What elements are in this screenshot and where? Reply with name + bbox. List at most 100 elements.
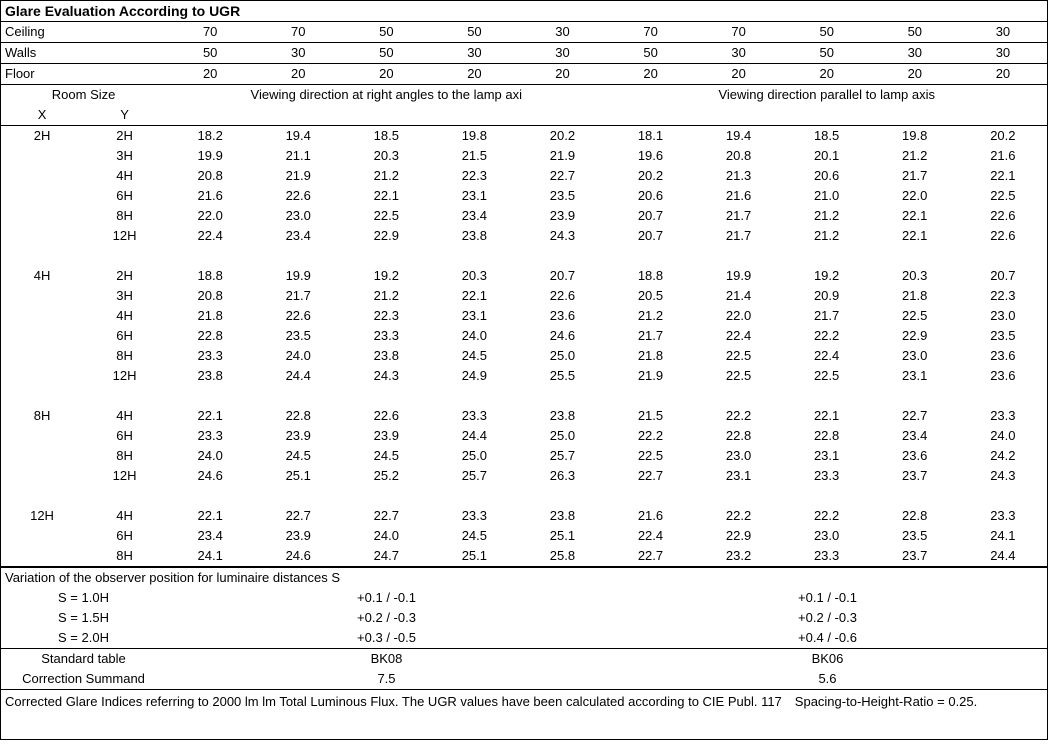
ugr-value: 22.8	[695, 426, 783, 446]
ugr-value: 24.7	[342, 546, 430, 567]
x-label: X	[1, 105, 83, 126]
y-cell: 4H	[83, 506, 166, 526]
floor-val: 20	[695, 64, 783, 85]
ugr-value: 22.0	[871, 186, 959, 206]
ugr-value: 24.0	[342, 526, 430, 546]
floor-label: Floor	[1, 64, 166, 85]
ugr-value: 20.1	[783, 146, 871, 166]
ugr-value: 18.1	[606, 126, 694, 147]
ugr-page: Glare Evaluation According to UGR Ceilin…	[0, 0, 1048, 740]
ugr-value: 19.8	[430, 126, 518, 147]
ugr-value: 23.0	[783, 526, 871, 546]
floor-val: 20	[166, 64, 254, 85]
ugr-value: 19.8	[871, 126, 959, 147]
ugr-value: 21.2	[342, 286, 430, 306]
ugr-value: 25.0	[430, 446, 518, 466]
ugr-value: 19.9	[695, 266, 783, 286]
ugr-value: 18.2	[166, 126, 254, 147]
ugr-value: 24.0	[959, 426, 1047, 446]
ugr-value: 21.3	[695, 166, 783, 186]
ugr-value: 23.1	[430, 186, 518, 206]
ugr-value: 22.2	[695, 506, 783, 526]
ugr-value: 21.7	[783, 306, 871, 326]
x-cell	[1, 186, 83, 206]
ugr-value: 23.8	[342, 346, 430, 366]
ugr-value: 19.6	[606, 146, 694, 166]
ugr-value: 23.8	[518, 506, 606, 526]
ugr-value: 23.1	[695, 466, 783, 486]
ugr-value: 21.2	[606, 306, 694, 326]
ugr-value: 23.5	[518, 186, 606, 206]
correction-label: Correction Summand	[1, 669, 166, 689]
ugr-value: 21.9	[518, 146, 606, 166]
ugr-value: 20.3	[342, 146, 430, 166]
ceiling-val: 70	[166, 22, 254, 43]
ugr-value: 26.3	[518, 466, 606, 486]
x-cell	[1, 526, 83, 546]
ugr-value: 23.4	[430, 206, 518, 226]
ugr-value: 21.9	[606, 366, 694, 386]
y-cell: 2H	[83, 126, 166, 147]
ugr-value: 25.0	[518, 426, 606, 446]
y-cell: 4H	[83, 406, 166, 426]
x-cell	[1, 226, 83, 246]
ugr-value: 24.0	[254, 346, 342, 366]
ugr-value: 23.8	[518, 406, 606, 426]
ugr-value: 20.8	[695, 146, 783, 166]
ugr-value: 22.1	[871, 226, 959, 246]
ugr-value: 21.6	[166, 186, 254, 206]
ugr-value: 23.6	[871, 446, 959, 466]
ugr-value: 21.8	[606, 346, 694, 366]
ugr-value: 25.1	[430, 546, 518, 567]
ceiling-val: 50	[342, 22, 430, 43]
ugr-value: 22.6	[254, 306, 342, 326]
ugr-value: 22.5	[606, 446, 694, 466]
ugr-value: 22.0	[695, 306, 783, 326]
floor-val: 20	[254, 64, 342, 85]
x-cell	[1, 206, 83, 226]
ugr-value: 22.1	[430, 286, 518, 306]
ugr-value: 23.9	[518, 206, 606, 226]
y-cell: 4H	[83, 306, 166, 326]
page-title: Glare Evaluation According to UGR	[1, 1, 1047, 22]
ugr-value: 23.6	[959, 366, 1047, 386]
x-cell	[1, 346, 83, 366]
ugr-value: 22.1	[783, 406, 871, 426]
ugr-value: 22.0	[166, 206, 254, 226]
ugr-table: Ceiling70705050307070505030Walls50305030…	[1, 22, 1047, 85]
ugr-value: 24.3	[518, 226, 606, 246]
floor-val: 20	[607, 64, 695, 85]
ugr-value: 23.3	[783, 546, 871, 567]
ugr-value: 19.4	[695, 126, 783, 147]
ugr-value: 23.3	[430, 506, 518, 526]
y-cell: 6H	[83, 186, 166, 206]
ugr-value: 24.4	[254, 366, 342, 386]
ugr-value: 22.6	[959, 226, 1047, 246]
ugr-value: 24.4	[430, 426, 518, 446]
x-cell	[1, 546, 83, 567]
ugr-value: 19.4	[254, 126, 342, 147]
ugr-value: 21.8	[871, 286, 959, 306]
ugr-value: 22.5	[783, 366, 871, 386]
ugr-value: 23.4	[871, 426, 959, 446]
ceiling-val: 70	[607, 22, 695, 43]
ugr-value: 21.2	[783, 226, 871, 246]
ugr-value: 22.7	[606, 546, 694, 567]
ugr-value: 23.1	[430, 306, 518, 326]
ugr-value: 21.2	[871, 146, 959, 166]
floor-val: 20	[518, 64, 606, 85]
std-table-right: BK06	[607, 649, 1048, 670]
ugr-value: 21.9	[254, 166, 342, 186]
ugr-value: 21.4	[695, 286, 783, 306]
ugr-value: 23.5	[959, 326, 1047, 346]
ugr-value: 21.6	[959, 146, 1047, 166]
walls-label: Walls	[1, 43, 166, 64]
x-cell	[1, 446, 83, 466]
ugr-value: 23.4	[254, 226, 342, 246]
ugr-value: 19.2	[783, 266, 871, 286]
ugr-value: 24.0	[430, 326, 518, 346]
ugr-value: 23.5	[871, 526, 959, 546]
ugr-value: 22.9	[695, 526, 783, 546]
ugr-value: 22.7	[342, 506, 430, 526]
walls-val: 50	[783, 43, 871, 64]
